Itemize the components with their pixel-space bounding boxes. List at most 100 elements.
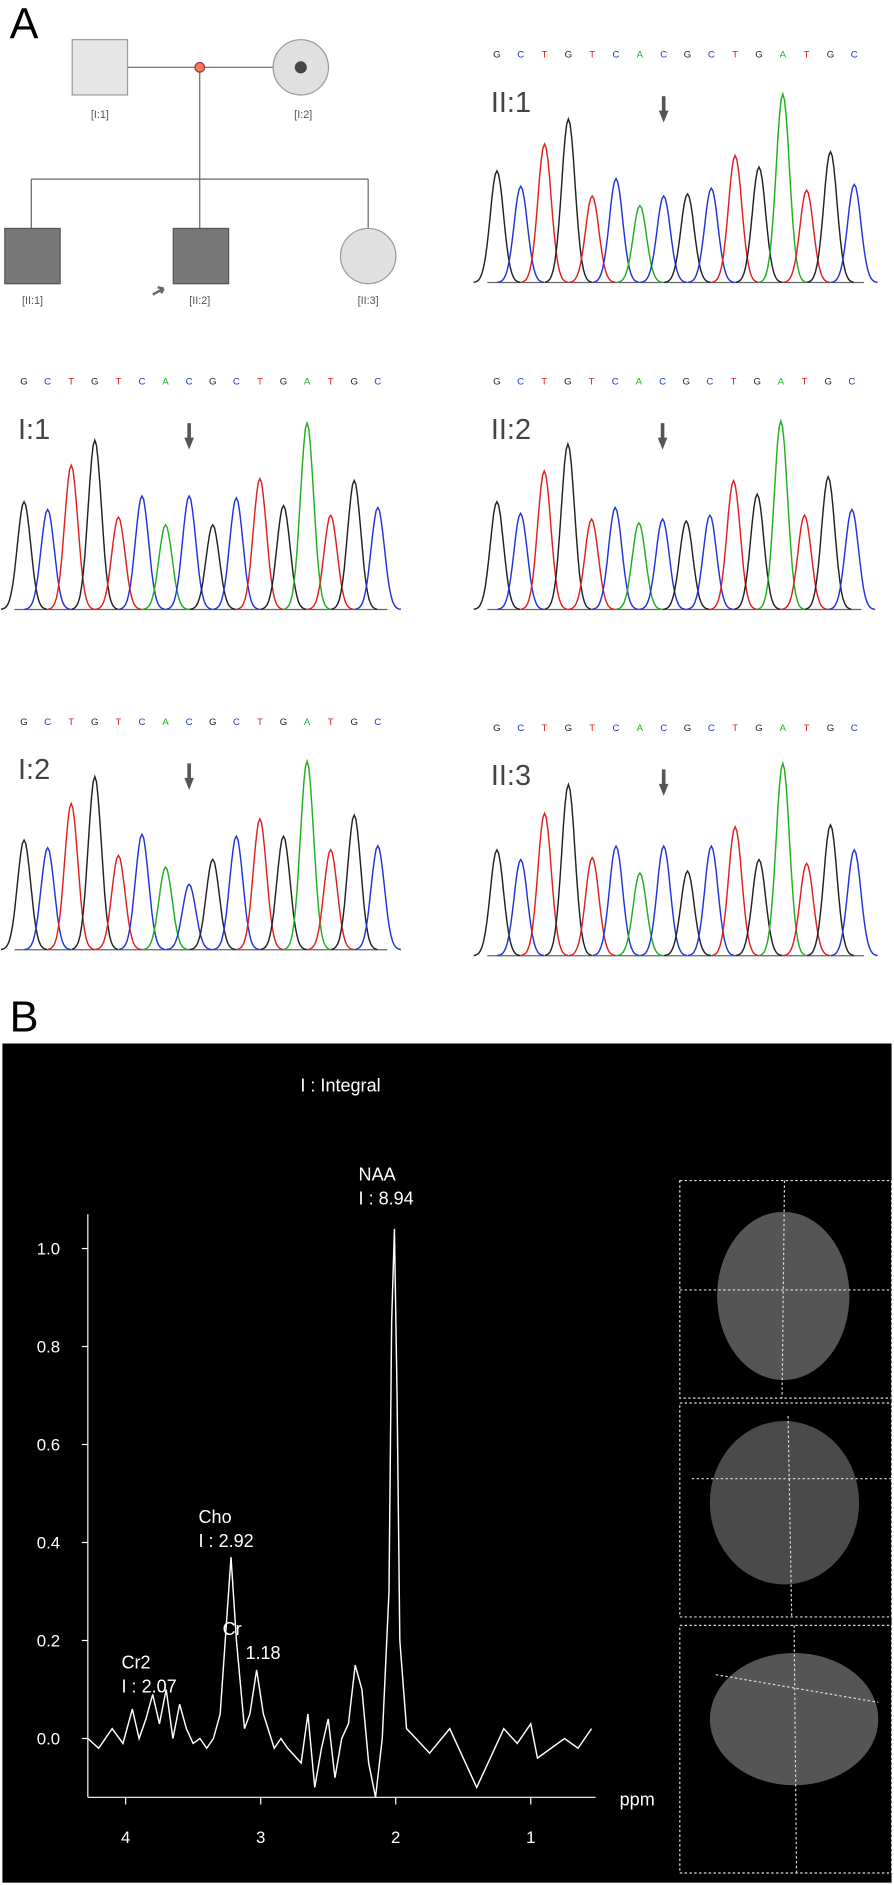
arrow-head (184, 777, 194, 790)
peak (0, 500, 48, 610)
base-letter: C (233, 717, 240, 728)
mri-coronal (709, 1421, 860, 1585)
sample-label: I:2 (18, 754, 50, 786)
mri-images (679, 1179, 893, 1874)
unaffected-female (339, 227, 397, 285)
peak (568, 856, 616, 957)
base-letter: T (257, 717, 263, 728)
base-letter: C (44, 717, 51, 728)
peak (142, 523, 189, 610)
base-letter: C (851, 723, 858, 734)
peak (640, 844, 688, 957)
peak (330, 813, 378, 951)
base-letter: T (589, 723, 595, 734)
arrow-head (184, 437, 194, 450)
peak (711, 825, 759, 957)
base-letter: G (91, 377, 98, 388)
y-tick-label: 0.4 (37, 1534, 60, 1553)
base-letter: A (637, 723, 644, 734)
base-letter: G (350, 717, 357, 728)
base-letter: G (564, 377, 571, 388)
crosshair (715, 1674, 879, 1703)
base-letter: G (755, 50, 762, 61)
peak (473, 169, 521, 283)
peak (330, 478, 378, 610)
base-letter: A (636, 377, 643, 388)
base-letter: G (209, 377, 216, 388)
base-letter: G (209, 717, 216, 728)
peak (497, 511, 544, 610)
base-letter: T (804, 723, 810, 734)
x-tick-label: 4 (121, 1828, 130, 1847)
base-letter: A (637, 50, 644, 61)
peak (118, 832, 166, 951)
base-letter: G (493, 50, 500, 61)
base-letter: T (115, 717, 121, 728)
base-letter: T (68, 717, 74, 728)
base-letter: G (20, 377, 27, 388)
peak (806, 149, 854, 283)
base-letter: C (708, 723, 715, 734)
base-letter: C (44, 377, 51, 388)
base-letter: G (280, 377, 287, 388)
peak (118, 494, 166, 610)
peak (781, 513, 828, 610)
pedigree-label: [I:2] (294, 109, 312, 121)
peak (521, 811, 569, 957)
peak (497, 858, 545, 957)
mri-sagittal (709, 1653, 879, 1786)
pedigree-label: [II:2] (189, 295, 210, 307)
y-tick-label: 0.2 (37, 1632, 60, 1651)
peak (473, 848, 521, 957)
proband-arrow (152, 286, 165, 296)
peak (71, 437, 119, 610)
base-letter: T (542, 723, 548, 734)
peak (521, 142, 569, 283)
peak (544, 116, 592, 283)
peak (497, 184, 545, 283)
base-letter: G (565, 50, 572, 61)
peak-annotation: Cho (199, 1507, 232, 1527)
peak (783, 188, 831, 283)
peak-annotation: 1.18 (245, 1643, 280, 1663)
base-letter: A (780, 723, 787, 734)
peak (544, 441, 592, 610)
peak (783, 861, 831, 957)
sample-label: II:2 (491, 414, 531, 446)
peak (592, 844, 640, 957)
consanguinity-node (194, 61, 206, 73)
peak (47, 801, 95, 951)
peak (213, 834, 260, 951)
base-letter: C (848, 377, 855, 388)
arrow-head (658, 110, 669, 123)
base-letter: C (659, 377, 666, 388)
peak (307, 848, 354, 951)
peak (260, 504, 307, 610)
peak (189, 523, 236, 610)
peak (213, 496, 260, 610)
sample-label: I:1 (18, 414, 50, 446)
base-letter: C (613, 723, 620, 734)
peak (307, 513, 354, 610)
peak (236, 817, 284, 951)
peak (283, 420, 331, 610)
spectrum (87, 1228, 593, 1798)
peak (283, 758, 331, 951)
base-letter: T (328, 377, 334, 388)
base-letter: G (565, 723, 572, 734)
mri-frame (679, 1624, 893, 1874)
panel-label: A (10, 0, 39, 48)
peak (142, 865, 189, 951)
base-letter: C (660, 723, 667, 734)
base-letter: T (328, 717, 334, 728)
peak (687, 844, 735, 957)
x-tick-label: 3 (256, 1828, 265, 1847)
peak-annotation: Cr2 (122, 1653, 151, 1673)
base-letter: C (186, 717, 193, 728)
peak-annotation: I : 8.94 (359, 1189, 414, 1209)
base-letter: T (804, 50, 810, 61)
arrow-head (657, 437, 668, 450)
base-letter: G (493, 723, 500, 734)
peak (71, 774, 119, 951)
